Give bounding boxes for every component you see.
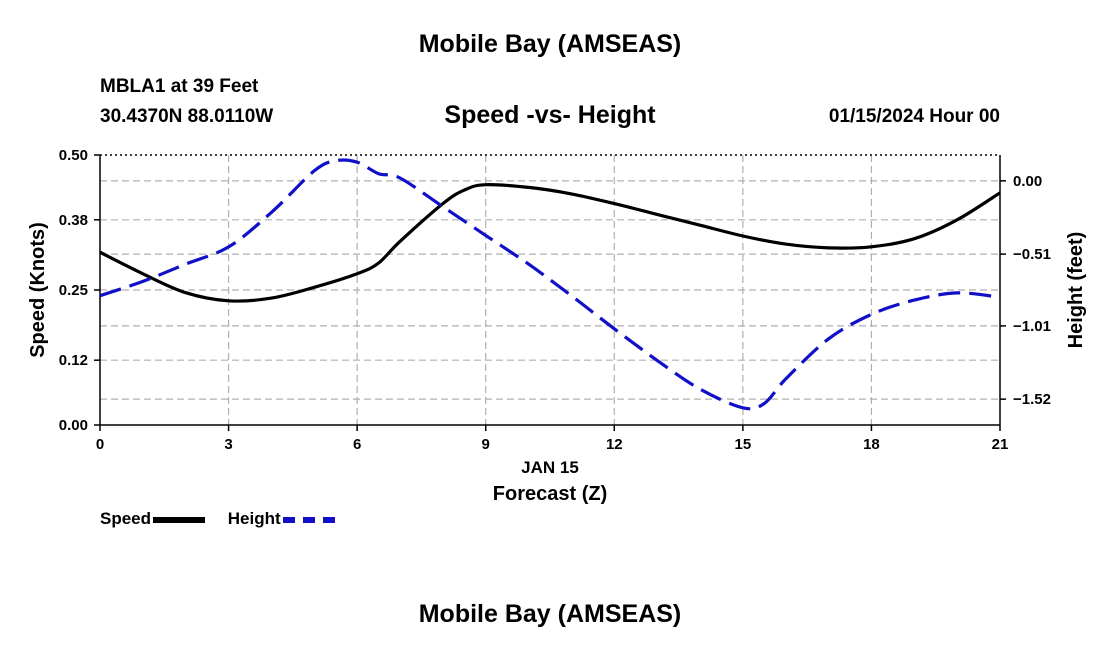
footer-title: Mobile Bay (AMSEAS) — [418, 600, 682, 628]
y2-tick-label: 0.00 — [1013, 173, 1042, 190]
coordinates-label: 30.4370N 88.0110W — [100, 106, 274, 127]
chart-title: Mobile Bay (AMSEAS) — [418, 30, 682, 58]
x-tick-label: 21 — [992, 436, 1009, 453]
legend-swatch-speed — [153, 516, 206, 523]
y2-tick-label: −1.01 — [1013, 318, 1051, 335]
y-tick-label: 0.00 — [59, 417, 88, 434]
x-tick-label: 15 — [735, 436, 752, 453]
y2-axis-label: Height (feet) — [1065, 232, 1087, 349]
chart-subtitle: Speed -vs- Height — [444, 101, 656, 129]
y2-tick-label: −1.52 — [1013, 391, 1051, 408]
y-tick-label: 0.12 — [59, 352, 88, 369]
y-tick-label: 0.50 — [59, 147, 88, 164]
y-tick-label: 0.38 — [59, 212, 88, 229]
speed-series-line — [99, 183, 1001, 303]
legend-item-height: Height — [228, 509, 335, 529]
height-series-line — [99, 158, 1001, 411]
station-label: MBLA1 at 39 Feet — [100, 76, 259, 97]
x-axis-label: Forecast (Z) — [493, 483, 607, 505]
x-tick-label: 12 — [606, 436, 623, 453]
legend-swatch-height — [282, 516, 335, 523]
legend-label-height: Height — [227, 509, 281, 528]
x-tick-label: 3 — [224, 436, 232, 453]
legend-label-speed: Speed — [100, 509, 152, 528]
x-date-label: JAN 15 — [521, 458, 579, 477]
x-tick-label: 9 — [482, 436, 490, 453]
x-tick-label: 0 — [96, 436, 104, 453]
x-tick-label: 6 — [353, 436, 361, 453]
y-tick-label: 0.25 — [59, 282, 88, 299]
legend-item-speed: Speed — [100, 509, 206, 529]
forecast-datetime: 01/15/2024 Hour 00 — [828, 106, 1000, 127]
legend: Speed Height — [100, 509, 353, 529]
y2-tick-label: −0.51 — [1013, 246, 1051, 263]
y-axis-label: Speed (Knots) — [27, 222, 49, 358]
x-tick-label: 18 — [863, 436, 880, 453]
